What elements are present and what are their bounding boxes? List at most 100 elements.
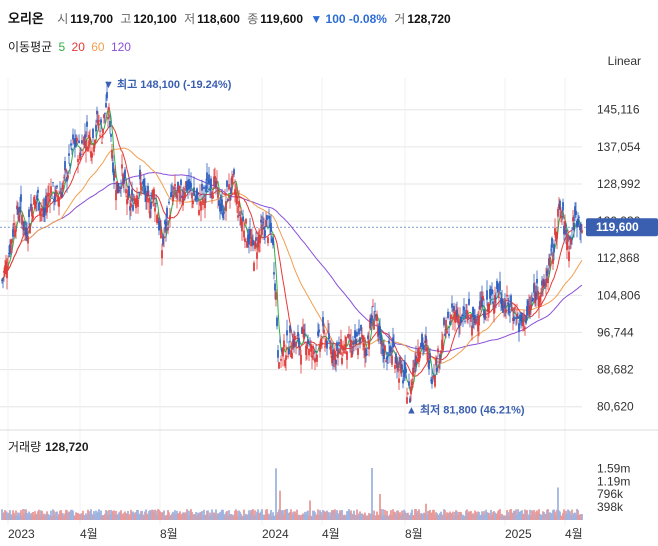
candle-body bbox=[193, 187, 195, 196]
volume-bar bbox=[156, 514, 158, 520]
volume-bar bbox=[108, 509, 110, 520]
candle-body bbox=[251, 236, 253, 241]
volume-bar bbox=[330, 512, 332, 520]
candle-body bbox=[538, 298, 540, 308]
volume-bar bbox=[141, 510, 143, 520]
candle-body bbox=[485, 316, 487, 318]
candle-body bbox=[237, 215, 239, 218]
candle-body bbox=[565, 229, 567, 235]
volume-bar bbox=[246, 514, 248, 520]
volume-bar bbox=[432, 509, 434, 520]
volume-bar bbox=[191, 511, 193, 520]
volume-bar bbox=[567, 509, 569, 520]
candle-body bbox=[215, 180, 217, 188]
time-tick-label: 2023 bbox=[8, 527, 35, 541]
volume-bar bbox=[491, 514, 493, 520]
volume-bar bbox=[544, 513, 546, 520]
candle-body bbox=[312, 345, 314, 349]
candle-body bbox=[475, 318, 477, 325]
candle-body bbox=[146, 192, 148, 203]
candle-body bbox=[328, 333, 330, 340]
volume-bar bbox=[119, 511, 121, 520]
candle-body bbox=[396, 362, 398, 369]
ma120-path bbox=[1, 171, 583, 353]
candle-body bbox=[7, 266, 9, 268]
volume-bar bbox=[66, 510, 68, 520]
volume-bar bbox=[7, 514, 9, 520]
volume-bar bbox=[470, 511, 472, 520]
candle-body bbox=[159, 220, 161, 229]
volume-bar bbox=[439, 513, 441, 520]
candle-body bbox=[198, 209, 200, 215]
volume-bar bbox=[59, 510, 61, 520]
volume-bar bbox=[229, 514, 231, 520]
volume-bar bbox=[199, 512, 201, 520]
volume-bar bbox=[198, 513, 200, 520]
volume-bar bbox=[506, 509, 508, 520]
volume-bar bbox=[318, 514, 320, 520]
candle-body bbox=[269, 226, 271, 228]
volume-bar bbox=[86, 515, 88, 520]
volume-bar bbox=[159, 511, 161, 520]
price-tick-label: 104,806 bbox=[597, 288, 641, 302]
candle-body bbox=[2, 277, 4, 279]
candle-body bbox=[235, 192, 237, 198]
candle-body bbox=[104, 112, 106, 114]
volume-bar bbox=[413, 515, 415, 520]
volume-bar bbox=[253, 515, 255, 520]
candle-body bbox=[242, 216, 244, 221]
volume-bar bbox=[501, 513, 503, 520]
candle-body bbox=[530, 304, 532, 310]
candle-body bbox=[219, 205, 221, 212]
volume-bar bbox=[550, 513, 552, 520]
volume-bar bbox=[473, 514, 475, 520]
volume-bar bbox=[98, 509, 100, 520]
volume-bar bbox=[399, 512, 401, 520]
volume-bar bbox=[63, 516, 65, 520]
close-value: 119,600 bbox=[260, 12, 303, 26]
volume-bar bbox=[535, 511, 537, 520]
volume-bar bbox=[236, 510, 238, 520]
candle-body bbox=[564, 221, 566, 229]
candle-body bbox=[214, 175, 216, 179]
candle-body bbox=[363, 343, 365, 348]
candle-body bbox=[65, 169, 67, 172]
candle-body bbox=[253, 262, 255, 271]
volume-bar bbox=[163, 510, 165, 520]
volume-bar bbox=[498, 510, 500, 520]
volume-bar bbox=[266, 508, 268, 520]
candle-body bbox=[258, 235, 260, 243]
volume-bar bbox=[22, 509, 24, 520]
candle-body bbox=[17, 207, 19, 215]
ma60-path bbox=[1, 147, 583, 364]
candle-body bbox=[63, 177, 65, 178]
candle-body bbox=[423, 346, 425, 348]
candle-body bbox=[527, 300, 529, 311]
time-tick-label: 2024 bbox=[262, 527, 289, 541]
candle-body bbox=[522, 321, 524, 327]
volume-bar bbox=[241, 515, 243, 520]
scale-mode-button[interactable]: Linear bbox=[607, 54, 641, 68]
volume-bar bbox=[536, 510, 538, 520]
candle-body bbox=[40, 208, 42, 211]
volume-bar bbox=[401, 510, 403, 520]
candle-body bbox=[330, 345, 332, 355]
volume-bar bbox=[279, 490, 281, 520]
volume-bar bbox=[494, 512, 496, 520]
volume-tick-label: 796k bbox=[597, 487, 624, 501]
candle-body bbox=[115, 190, 117, 201]
candle-body bbox=[141, 189, 143, 191]
moving-average-legend[interactable]: 이동평균 5 20 60 120 bbox=[8, 38, 134, 55]
volume-bar bbox=[312, 510, 314, 520]
candle-body bbox=[89, 137, 91, 145]
candle-body bbox=[450, 314, 452, 319]
volume-bar bbox=[459, 511, 461, 520]
volume-bar bbox=[539, 514, 541, 520]
candle-body bbox=[320, 338, 322, 347]
volume-bar bbox=[105, 510, 107, 520]
candle-body bbox=[463, 306, 465, 311]
candle-body bbox=[143, 178, 145, 187]
volume-bar bbox=[519, 511, 521, 520]
volume-bar bbox=[6, 512, 8, 520]
